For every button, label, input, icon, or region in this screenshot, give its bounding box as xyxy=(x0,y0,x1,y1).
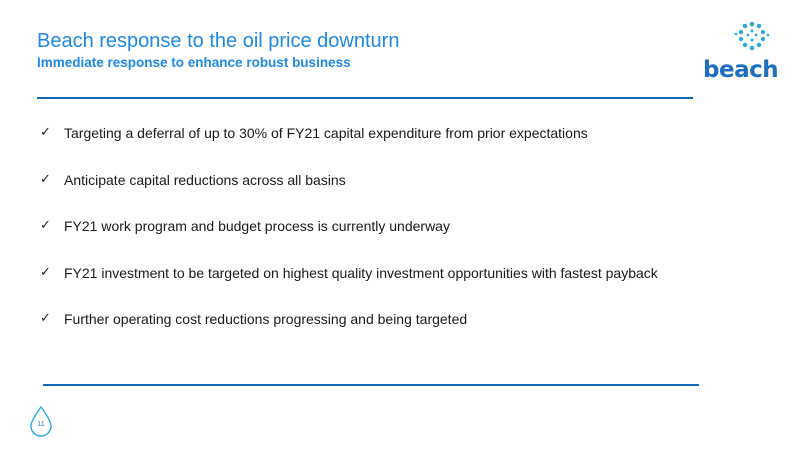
page-number: 11 xyxy=(37,421,45,428)
bullet-item: ✓ FY21 work program and budget process i… xyxy=(40,216,760,263)
beach-logo xyxy=(700,18,784,90)
bullet-text: FY21 investment to be targeted on highes… xyxy=(64,264,658,281)
checkmark-icon: ✓ xyxy=(40,125,51,140)
checkmark-icon: ✓ xyxy=(40,264,51,280)
bullet-item: ✓ FY21 investment to be targeted on high… xyxy=(40,263,760,310)
slide-subtitle: Immediate response to enhance robust bus… xyxy=(37,55,351,70)
beach-sun-droplets-icon xyxy=(734,21,770,51)
bullet-text: Targeting a deferral of up to 30% of FY2… xyxy=(64,125,588,141)
slide-title: Beach response to the oil price downturn xyxy=(37,30,400,52)
checkmark-icon: ✓ xyxy=(40,311,51,326)
bullet-list: ✓ Targeting a deferral of up to 30% of F… xyxy=(40,123,760,356)
droplet-icon xyxy=(30,405,52,437)
bullet-text: Anticipate capital reductions across all… xyxy=(64,171,346,188)
checkmark-icon: ✓ xyxy=(40,218,51,233)
bullet-text: FY21 work program and budget process is … xyxy=(64,218,450,234)
beach-wordmark: beach xyxy=(703,57,779,83)
footer-divider xyxy=(43,384,699,386)
header-divider xyxy=(37,97,693,99)
bullet-item: ✓ Targeting a deferral of up to 30% of F… xyxy=(40,123,760,170)
bullet-item: ✓ Further operating cost reductions prog… xyxy=(40,309,760,356)
bullet-text: Further operating cost reductions progre… xyxy=(64,311,468,327)
checkmark-icon: ✓ xyxy=(40,171,51,187)
bullet-item: ✓ Anticipate capital reductions across a… xyxy=(40,170,760,217)
